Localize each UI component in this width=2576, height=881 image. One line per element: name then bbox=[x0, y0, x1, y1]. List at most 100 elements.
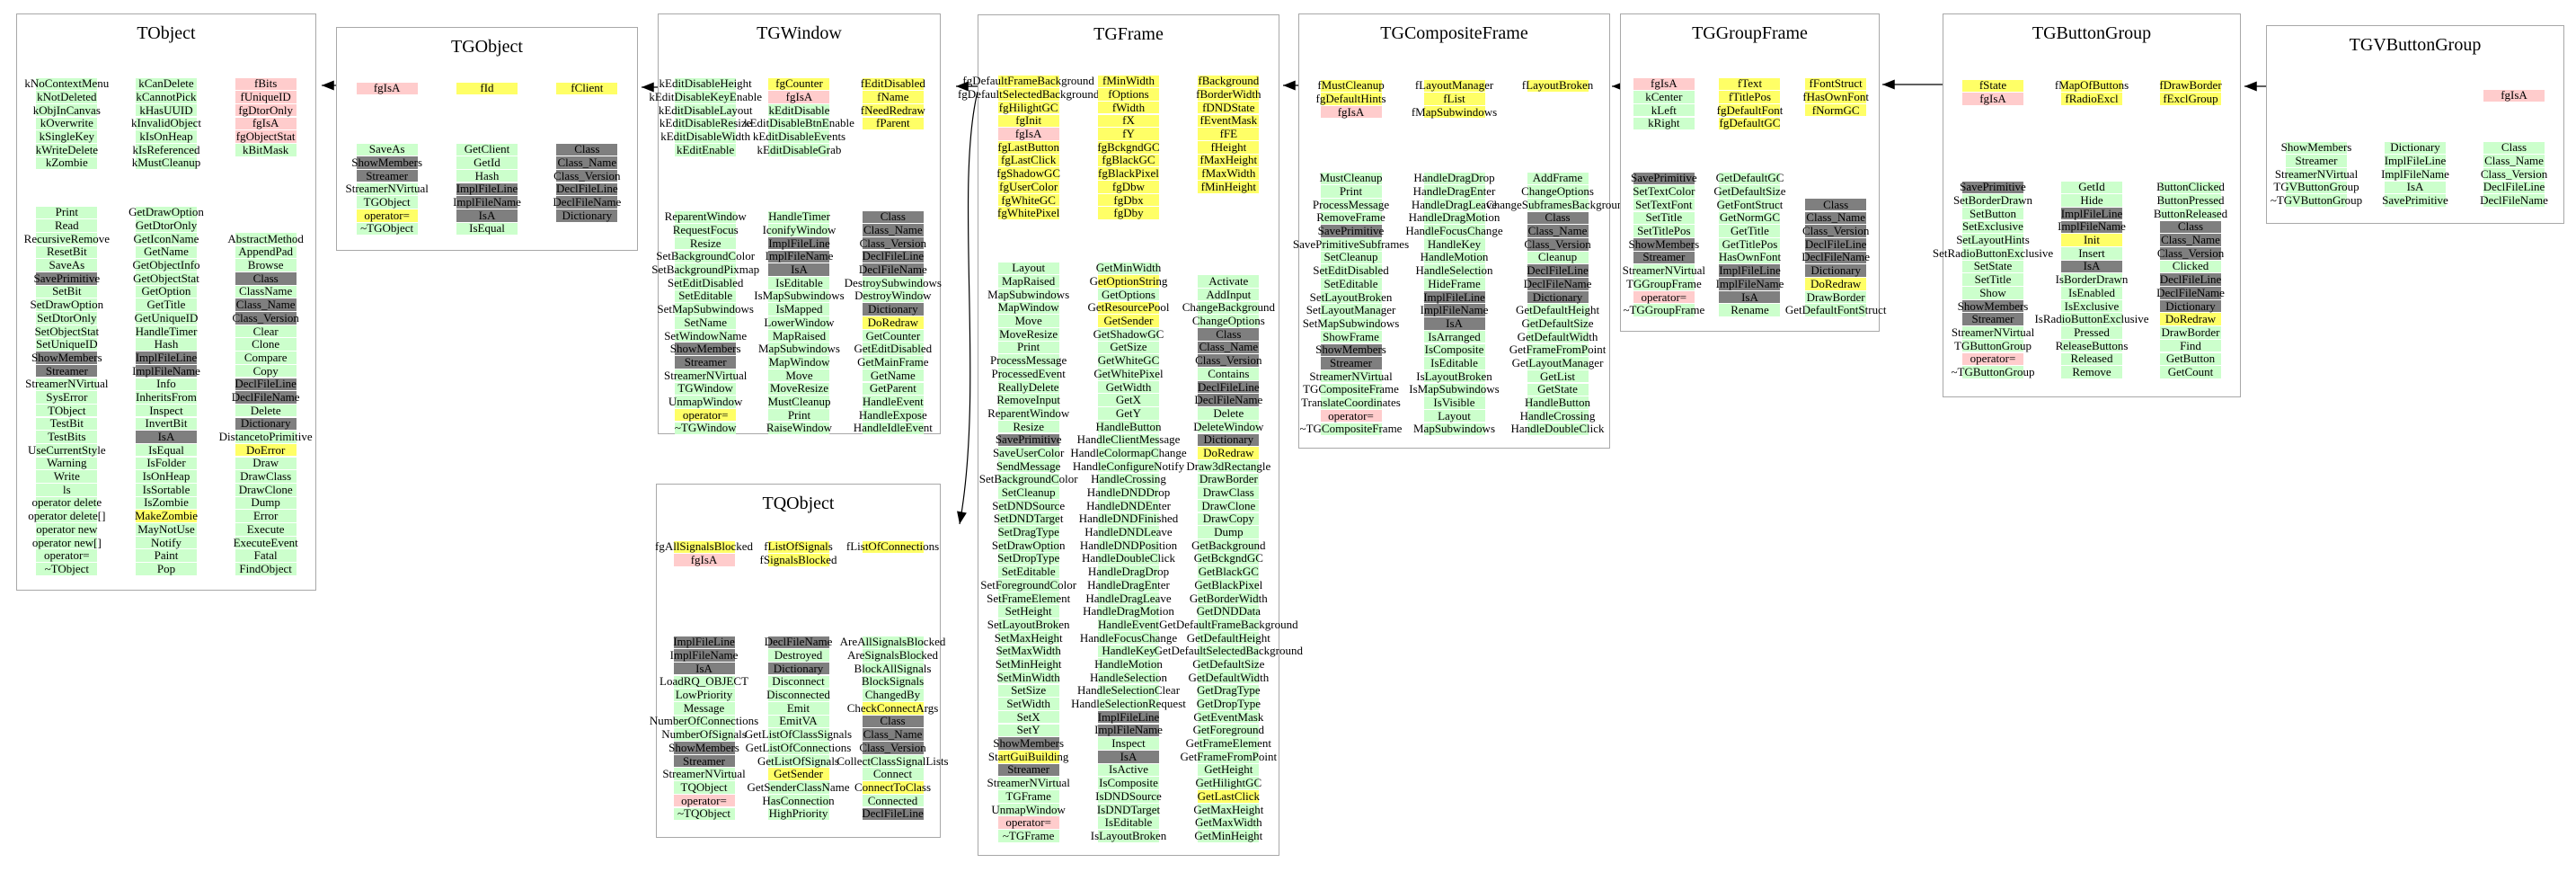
fields-kSingleKey[interactable]: kSingleKey bbox=[36, 130, 98, 143]
fields-kRight[interactable]: kRight bbox=[1633, 117, 1695, 130]
methods-DoRedraw[interactable]: DoRedraw bbox=[862, 316, 924, 329]
fields-fgInit[interactable]: fgInit bbox=[997, 114, 1059, 128]
methods-GetState[interactable]: GetState bbox=[1527, 383, 1589, 396]
methods-MoveResize[interactable]: MoveResize bbox=[997, 327, 1059, 341]
methods-SavePrimitiveSubframes[interactable]: SavePrimitiveSubframes bbox=[1293, 237, 1409, 251]
fields-fId[interactable]: fId bbox=[456, 82, 518, 95]
methods-DeclFileName[interactable]: DeclFileName bbox=[765, 636, 832, 649]
methods-SetDrawOption[interactable]: SetDrawOption bbox=[31, 298, 103, 311]
methods-StreamerNVirtual[interactable]: StreamerNVirtual bbox=[662, 768, 746, 780]
methods-GetDefaultSize[interactable]: GetDefaultSize bbox=[1192, 657, 1264, 671]
methods-DeclFileLine[interactable]: DeclFileLine bbox=[2160, 273, 2221, 286]
methods-DoRedraw[interactable]: DoRedraw bbox=[2160, 313, 2221, 325]
methods-SetTitle[interactable]: SetTitle bbox=[1962, 273, 2023, 286]
fields-fFontStruct[interactable]: fFontStruct bbox=[1805, 77, 1867, 91]
methods-AppendPad[interactable]: AppendPad bbox=[235, 245, 297, 259]
methods-IsMapped[interactable]: IsMapped bbox=[768, 303, 830, 316]
methods-DeclFileLine[interactable]: DeclFileLine bbox=[862, 807, 924, 821]
fields-fParent[interactable]: fParent bbox=[862, 117, 924, 130]
methods-GetObjectInfo[interactable]: GetObjectInfo bbox=[132, 259, 200, 271]
methods-operator=[interactable]: operator= bbox=[1633, 290, 1695, 304]
methods-IsA[interactable]: IsA bbox=[2385, 181, 2446, 194]
methods-GetDropType[interactable]: GetDropType bbox=[1197, 698, 1261, 710]
methods-GetFontStruct[interactable]: GetFontStruct bbox=[1717, 198, 1783, 211]
methods-IsEditable[interactable]: IsEditable bbox=[1423, 356, 1485, 369]
methods-ResetBit[interactable]: ResetBit bbox=[36, 245, 98, 259]
methods-SetBackgroundPixmap[interactable]: SetBackgroundPixmap bbox=[651, 263, 759, 276]
methods-Dictionary[interactable]: Dictionary bbox=[556, 209, 618, 222]
methods-IsA[interactable]: IsA bbox=[135, 431, 197, 443]
methods-Hide[interactable]: Hide bbox=[2061, 194, 2122, 207]
methods-Delete[interactable]: Delete bbox=[1198, 406, 1260, 420]
methods-EmitVA[interactable]: EmitVA bbox=[767, 715, 829, 728]
fields-fgDbx[interactable]: fgDbx bbox=[1097, 193, 1159, 207]
methods-SetRadioButtonExclusive[interactable]: SetRadioButtonExclusive bbox=[1933, 246, 2053, 260]
methods-DrawClone[interactable]: DrawClone bbox=[1198, 499, 1260, 512]
fields-kEditDisableWidth[interactable]: kEditDisableWidth bbox=[660, 130, 750, 143]
methods-GetDefaultFrameBackground[interactable]: GetDefaultFrameBackground bbox=[1159, 618, 1298, 631]
methods-GetParent[interactable]: GetParent bbox=[862, 382, 924, 396]
methods-GetSender[interactable]: GetSender bbox=[1097, 315, 1159, 327]
methods-Compare[interactable]: Compare bbox=[235, 351, 297, 364]
methods-GetMainFrame[interactable]: GetMainFrame bbox=[857, 355, 929, 369]
methods-Paint[interactable]: Paint bbox=[135, 549, 197, 562]
methods-~TGVButtonGroup[interactable]: ~TGVButtonGroup bbox=[2271, 194, 2362, 207]
methods-IsA[interactable]: IsA bbox=[768, 263, 830, 276]
methods-Streamer[interactable]: Streamer bbox=[675, 355, 737, 369]
methods-SetEditDisabled[interactable]: SetEditDisabled bbox=[668, 276, 743, 289]
methods-GetShadowGC[interactable]: GetShadowGC bbox=[1093, 327, 1164, 341]
fields-fListOfConnections[interactable]: fListOfConnections bbox=[846, 540, 939, 554]
methods-HandleDNDLeave[interactable]: HandleDNDLeave bbox=[1084, 526, 1173, 538]
methods-Class_Version[interactable]: Class_Version bbox=[553, 169, 621, 182]
methods-RemoveInput[interactable]: RemoveInput bbox=[996, 394, 1060, 406]
methods-Message[interactable]: Message bbox=[673, 701, 735, 715]
methods-SetEditable[interactable]: SetEditable bbox=[997, 565, 1059, 578]
fields-fgDtorOnly[interactable]: fgDtorOnly bbox=[235, 103, 297, 117]
methods-SetEditable[interactable]: SetEditable bbox=[1320, 277, 1382, 290]
methods-HideFrame[interactable]: HideFrame bbox=[1423, 277, 1485, 290]
fields-fMapOfButtons[interactable]: fMapOfButtons bbox=[2055, 79, 2129, 93]
methods-DeclFileLine[interactable]: DeclFileLine bbox=[1805, 237, 1866, 251]
methods-ShowMembers[interactable]: ShowMembers bbox=[31, 351, 102, 364]
methods-Streamer[interactable]: Streamer bbox=[2286, 155, 2347, 167]
fields-fDrawBorder[interactable]: fDrawBorder bbox=[2159, 79, 2222, 93]
methods-DeclFileName[interactable]: DeclFileName bbox=[553, 196, 621, 209]
methods-Class[interactable]: Class bbox=[1805, 198, 1867, 211]
fields-fLayoutManager[interactable]: fLayoutManager bbox=[1415, 79, 1493, 93]
methods-GetId[interactable]: GetId bbox=[456, 156, 518, 169]
methods-IsVisible[interactable]: IsVisible bbox=[1423, 396, 1485, 409]
fields-kEditDisableBtnEnable[interactable]: kEditDisableBtnEnable bbox=[744, 117, 854, 130]
methods-HighPriority[interactable]: HighPriority bbox=[767, 807, 829, 821]
methods-Print[interactable]: Print bbox=[997, 341, 1059, 354]
fields-fLayoutBroken[interactable]: fLayoutBroken bbox=[1522, 79, 1593, 93]
methods-~TGCompositeFrame[interactable]: ~TGCompositeFrame bbox=[1300, 423, 1402, 436]
methods-IsDNDTarget[interactable]: IsDNDTarget bbox=[1097, 803, 1160, 816]
methods-ChangeBackground[interactable]: ChangeBackground bbox=[1182, 301, 1275, 315]
methods-GetDNDData[interactable]: GetDNDData bbox=[1197, 605, 1261, 618]
methods-SetFrameElement[interactable]: SetFrameElement bbox=[987, 592, 1070, 605]
methods-Class[interactable]: Class bbox=[1198, 327, 1260, 341]
fields-fgIsA[interactable]: fgIsA bbox=[997, 128, 1059, 140]
methods-Class_Name[interactable]: Class_Name bbox=[556, 156, 618, 169]
methods-Pop[interactable]: Pop bbox=[135, 562, 197, 575]
fields-fText[interactable]: fText bbox=[1719, 77, 1781, 91]
methods-GetDefaultHeight[interactable]: GetDefaultHeight bbox=[1187, 631, 1270, 645]
methods-DestroyWindow[interactable]: DestroyWindow bbox=[854, 289, 932, 303]
fields-fgIsA[interactable]: fgIsA bbox=[768, 91, 830, 103]
methods-Move[interactable]: Move bbox=[768, 369, 830, 382]
methods-GetName[interactable]: GetName bbox=[135, 245, 197, 259]
methods-MapSubwindows[interactable]: MapSubwindows bbox=[1413, 423, 1495, 436]
fields-fgLastClick[interactable]: fgLastClick bbox=[997, 154, 1059, 167]
methods-IsA[interactable]: IsA bbox=[1423, 316, 1485, 330]
fields-kLeft[interactable]: kLeft bbox=[1633, 103, 1695, 117]
methods-Class_Version[interactable]: Class_Version bbox=[232, 311, 299, 325]
methods-HandleDNDFinished[interactable]: HandleDNDFinished bbox=[1079, 512, 1178, 526]
methods-Draw[interactable]: Draw bbox=[235, 457, 297, 470]
methods-GetOptions[interactable]: GetOptions bbox=[1097, 288, 1159, 301]
methods-Write[interactable]: Write bbox=[36, 470, 98, 483]
methods-DrawClass[interactable]: DrawClass bbox=[1198, 486, 1260, 499]
fields-kEditDisableHeight[interactable]: kEditDisableHeight bbox=[659, 77, 752, 91]
methods-Inspect[interactable]: Inspect bbox=[1097, 737, 1159, 750]
fields-fMustCleanup[interactable]: fMustCleanup bbox=[1317, 79, 1385, 93]
methods-SetTextFont[interactable]: SetTextFont bbox=[1633, 198, 1695, 211]
